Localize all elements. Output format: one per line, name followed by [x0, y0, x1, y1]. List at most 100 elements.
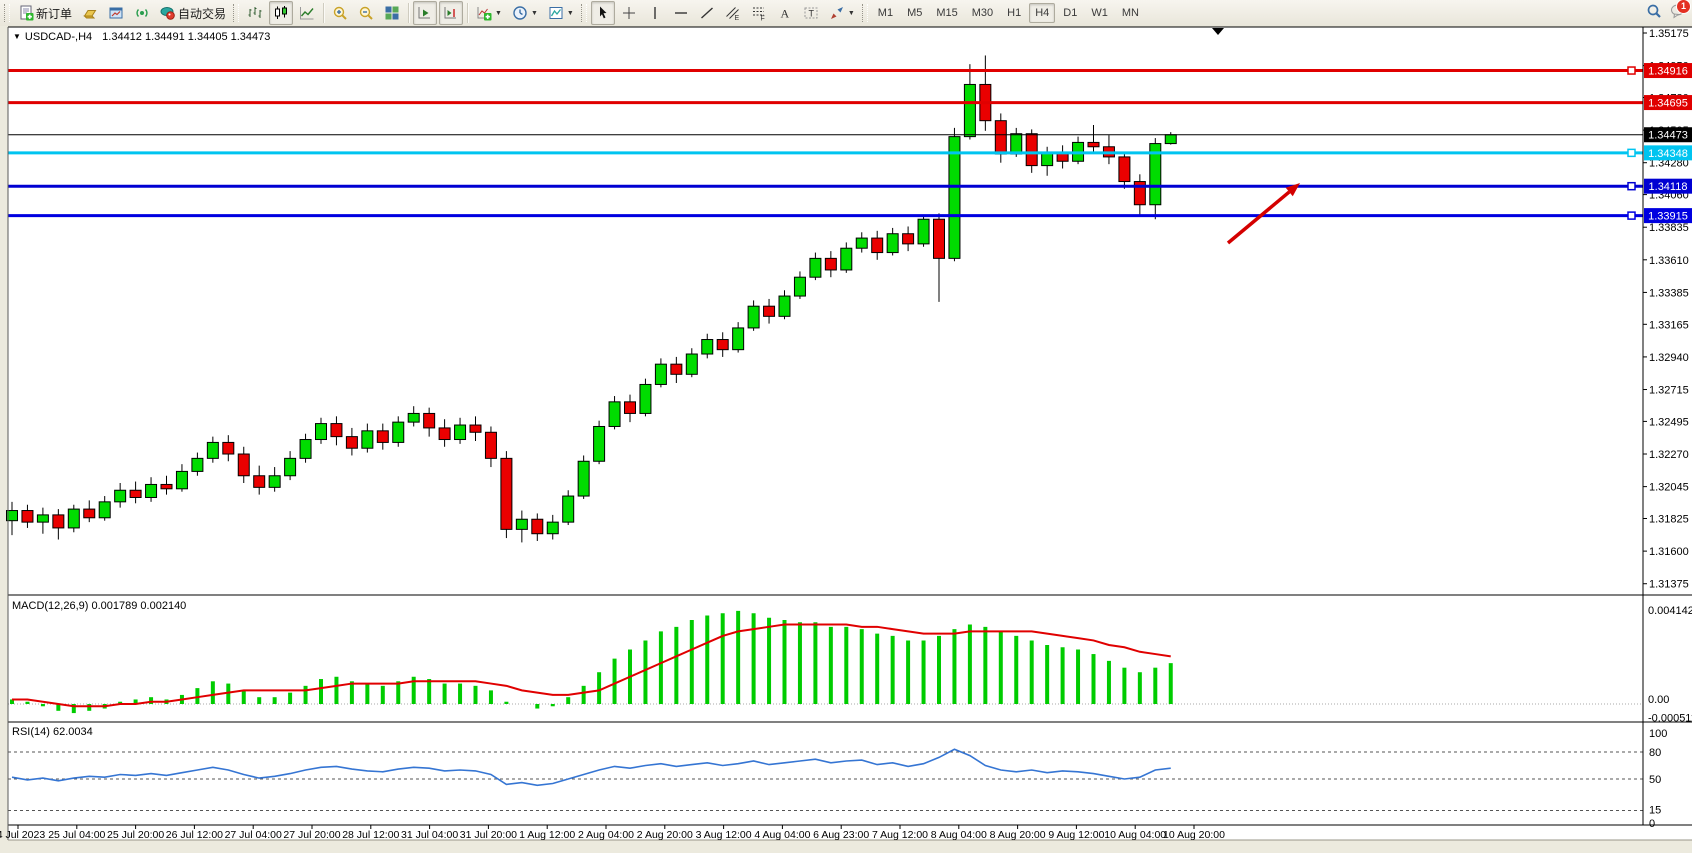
- timeframe-tf-mn-button[interactable]: MN: [1116, 3, 1145, 23]
- textA-icon: A: [780, 7, 789, 21]
- price-tag-label: 1.33915: [1648, 211, 1688, 223]
- macd-signal-line: [12, 623, 1171, 708]
- candle-up: [1164, 134, 1177, 145]
- periods-button[interactable]: ▼: [508, 1, 542, 25]
- candle-up: [145, 483, 158, 498]
- market-watch-button[interactable]: [104, 1, 128, 25]
- candles-chart-button[interactable]: [269, 1, 294, 25]
- dropdown-caret-icon: ▼: [847, 9, 855, 17]
- text-button[interactable]: A: [773, 1, 797, 25]
- price-tick-label: 1.31825: [1649, 514, 1689, 526]
- dropdown-caret-icon: ▼: [495, 9, 502, 17]
- arrow-annotation-head[interactable]: [1285, 183, 1300, 197]
- new-order-button[interactable]: 新订单: [14, 1, 76, 25]
- timeframe-tf-h1-button[interactable]: H1: [1001, 3, 1027, 23]
- rsi-axis-label: 80: [1649, 747, 1661, 759]
- time-label: 27 Jul 20:00: [283, 829, 340, 841]
- zoom-in-button[interactable]: [328, 1, 352, 25]
- arrows-icon: [830, 7, 843, 19]
- timeframe-tf-h4-button[interactable]: H4: [1029, 3, 1056, 23]
- candle-up: [36, 514, 49, 523]
- candle-up: [6, 510, 18, 522]
- rsi-label: RSI(14): [12, 726, 50, 738]
- indicators-list-button[interactable]: ▼: [472, 1, 506, 25]
- chat-button[interactable]: 1: [1670, 0, 1691, 24]
- chart-window-icon: [109, 7, 123, 19]
- candle-up: [793, 276, 806, 297]
- templates-button[interactable]: ▼: [544, 1, 578, 25]
- candle-up: [809, 257, 822, 278]
- timeframe-tf-m15-button[interactable]: M15: [930, 3, 963, 23]
- time-label: 2 Aug 04:00: [578, 829, 634, 841]
- arrows-tool-button[interactable]: ▼: [825, 1, 859, 25]
- price-tag-label: 1.34348: [1648, 148, 1688, 160]
- fibonacci-button[interactable]: F: [747, 1, 771, 25]
- crosshair-button[interactable]: [617, 1, 641, 25]
- candle-down: [1118, 156, 1131, 183]
- bars-chart-button[interactable]: [243, 1, 267, 25]
- time-label: 31 Jul 04:00: [401, 829, 458, 841]
- search-icon: [1647, 4, 1661, 18]
- price-tick-label: 1.32045: [1649, 482, 1689, 494]
- macd-values: 0.001789 0.002140: [91, 600, 187, 612]
- candle-up: [701, 339, 714, 355]
- hline-icon: [674, 12, 687, 14]
- candle-up: [515, 518, 528, 530]
- symbol-dropdown-arrow[interactable]: ▼: [13, 32, 21, 41]
- vertical-line-button[interactable]: [643, 1, 667, 25]
- chart-shift-button[interactable]: [439, 1, 464, 25]
- horizontal-line-button[interactable]: [669, 1, 693, 25]
- toolbar-separator: [467, 3, 469, 23]
- tile-windows-button[interactable]: [380, 1, 404, 25]
- trendline-button[interactable]: [695, 1, 719, 25]
- price-tag: [1644, 127, 1692, 143]
- clock-icon: [513, 6, 527, 20]
- toolbar: 新订单 自动交易 ▼ ▼ ▼ E F A T ▼ M1 M5 M15 M30 H1 H4 D1 W1 MN 1: [0, 0, 1692, 26]
- candle-down: [21, 510, 34, 523]
- equidistant-channel-button[interactable]: E: [721, 1, 745, 25]
- line-handle[interactable]: [1627, 148, 1636, 158]
- toolbar-grip: [580, 4, 587, 22]
- search-button[interactable]: [1646, 3, 1662, 24]
- tf-h1-label: H1: [1007, 7, 1022, 19]
- rsi-axis-label: 100: [1649, 728, 1667, 740]
- timeframe-tf-w1-button[interactable]: W1: [1085, 3, 1114, 23]
- toolbar-separator: [323, 3, 325, 23]
- indicators-icon: [477, 7, 492, 21]
- timeframe-tf-m1-button[interactable]: M1: [872, 3, 899, 23]
- timeframe-tf-m30-button[interactable]: M30: [966, 3, 999, 23]
- auto-scroll-button[interactable]: [413, 1, 438, 25]
- signals-button[interactable]: [130, 1, 154, 25]
- line-chart-button[interactable]: [295, 1, 319, 25]
- text-label-button[interactable]: T: [799, 1, 823, 25]
- timeframe-tf-m5-button[interactable]: M5: [901, 3, 928, 23]
- candle-up: [284, 457, 297, 477]
- autotrade-button[interactable]: 自动交易: [156, 1, 230, 25]
- candle-up: [917, 218, 930, 245]
- price-tag-label: 1.34695: [1648, 98, 1688, 110]
- candle-up: [175, 470, 188, 490]
- cursor-button[interactable]: [590, 1, 615, 25]
- timeframe-tf-d1-button[interactable]: D1: [1057, 3, 1083, 23]
- chart-shift-marker[interactable]: [1212, 28, 1224, 35]
- arrow-annotation[interactable]: [1226, 190, 1291, 245]
- time-label: 25 Jul 04:00: [48, 829, 105, 841]
- candle-up: [268, 475, 281, 488]
- candle-up: [747, 305, 760, 329]
- line-handle[interactable]: [1627, 181, 1636, 191]
- gold-icon: [83, 10, 97, 19]
- toolbar-grip: [861, 4, 868, 22]
- candle-up: [1041, 152, 1054, 167]
- quotes-button[interactable]: [78, 1, 102, 25]
- svg-text:T: T: [808, 9, 814, 19]
- candle-up: [654, 363, 667, 385]
- line-handle[interactable]: [1627, 66, 1636, 75]
- zoom-out-button[interactable]: [354, 1, 378, 25]
- candle-down: [531, 518, 544, 535]
- line-handle[interactable]: [1627, 211, 1636, 220]
- candle-up: [948, 136, 961, 259]
- price-tick-label: 1.33835: [1649, 222, 1689, 234]
- candle-down: [345, 436, 358, 449]
- rsi-indicator-label: RSI(14) 62.0034: [12, 726, 93, 738]
